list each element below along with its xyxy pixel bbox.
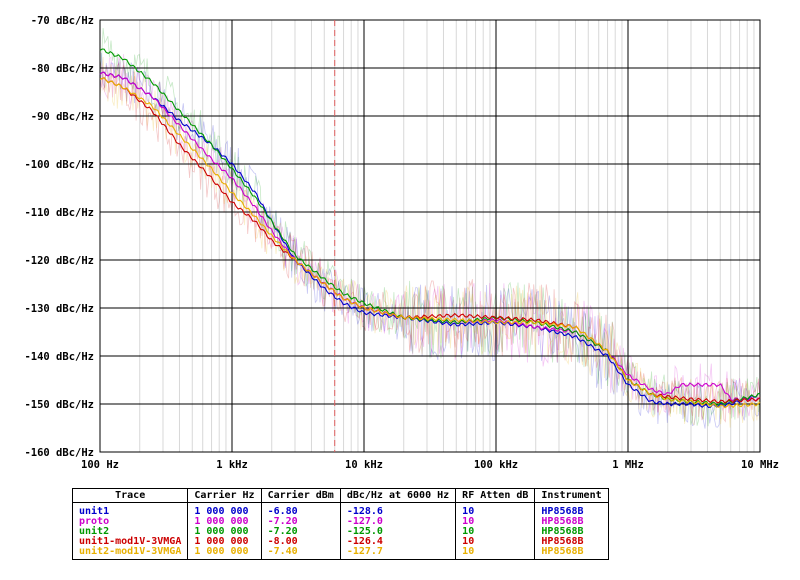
raw-trace [99, 56, 761, 428]
phase-noise-chart: 100 Hz 1 kHz 10 kHz 100 kHz 1 MHz 10 MHz -70 … [24, 15, 779, 471]
y-tick-label: -70 dBc/Hz [31, 15, 94, 27]
x-tick-labels: 100 Hz 1 kHz 10 kHz 100 kHz 1 MHz 10 MHz [81, 459, 779, 471]
major-grid [99, 19, 761, 453]
table-cell: 1 000 000 [187, 527, 262, 537]
y-tick-label: -90 dBc/Hz [31, 111, 94, 123]
table-cell: HP8568B [534, 527, 609, 537]
table-header-cell: RF Atten dB [455, 488, 536, 503]
table-cell: -127.0 [339, 517, 457, 527]
table-cell: 1 000 000 [187, 547, 262, 560]
series-line-unit2-mod1V-3VMGA [99, 76, 761, 409]
raw-trace [99, 27, 761, 427]
table-cell: proto [71, 517, 189, 527]
table-cell: HP8568B [534, 517, 609, 527]
table-row: unit1 1 000 000 -6.80 -128.6 10 HP8568B [71, 502, 609, 517]
table-cell: -127.7 [339, 547, 457, 560]
table-cell: -7.40 [260, 547, 341, 560]
y-tick-label: -160 dBc/Hz [24, 447, 94, 459]
table-cell: unit2-mod1V-3VMGA [71, 547, 189, 560]
y-tick-label: -110 dBc/Hz [24, 207, 94, 219]
series-lines [99, 48, 761, 409]
table-cell: HP8568B [534, 537, 609, 547]
x-tick-label: 10 MHz [741, 459, 779, 471]
table-header-cell: Carrier Hz [187, 488, 262, 503]
y-tick-label: -130 dBc/Hz [24, 303, 94, 315]
raw-trace [99, 54, 761, 418]
table-cell: -6.80 [260, 502, 341, 517]
table-header-row: Trace Carrier Hz Carrier dBm dBc/Hz at 6000… [71, 488, 609, 503]
table-cell: 10 [455, 502, 536, 517]
table-cell: -128.6 [339, 502, 457, 517]
table-row: unit2 1 000 000 -7.20 -125.0 10 HP8568B [71, 527, 609, 537]
x-tick-label: 10 kHz [345, 459, 383, 471]
x-tick-label: 1 kHz [216, 459, 248, 471]
table-cell: -125.0 [339, 527, 457, 537]
y-tick-label: -80 dBc/Hz [31, 63, 94, 75]
table-row: unit2-mod1V-3VMGA 1 000 000 -7.40 -127.7 10 H… [71, 547, 609, 560]
table-header-cell: dBc/Hz at 6000 Hz [339, 488, 457, 503]
x-tick-label: 100 Hz [81, 459, 119, 471]
y-tick-label: -140 dBc/Hz [24, 351, 94, 363]
table-cell: unit1-mod1V-3VMGA [71, 537, 189, 547]
table-cell: unit2 [71, 527, 189, 537]
table-row: proto 1 000 000 -7.20 -127.0 10 HP8568B [71, 517, 609, 527]
table-cell: 10 [455, 547, 536, 560]
y-tick-labels: -70 dBc/Hz -80 dBc/Hz -90 dBc/Hz -100 dBc/H… [24, 15, 94, 459]
trace-info-table: Trace Carrier Hz Carrier dBm dBc/Hz at 6000… [71, 488, 609, 560]
table-row: unit1-mod1V-3VMGA 1 000 000 -8.00 -126.4 10 H… [71, 537, 609, 547]
table-cell: 1 000 000 [187, 502, 262, 517]
table-cell: 1 000 000 [187, 517, 262, 527]
plot-area [100, 20, 760, 452]
y-tick-label: -150 dBc/Hz [24, 399, 94, 411]
y-tick-label: -120 dBc/Hz [24, 255, 94, 267]
table-header-cell: Instrument [534, 488, 609, 503]
table-cell: HP8568B [534, 502, 609, 517]
x-tick-label: 1 MHz [612, 459, 644, 471]
table-cell: -126.4 [339, 537, 457, 547]
table-header-cell: Carrier dBm [260, 488, 341, 503]
table-body: unit1 1 000 000 -6.80 -128.6 10 HP8568B proto 1… [71, 502, 609, 560]
plot-frame [99, 19, 761, 453]
x-tick-label: 100 kHz [474, 459, 518, 471]
table-cell: 1 000 000 [187, 537, 262, 547]
table-cell: unit1 [71, 502, 189, 517]
y-tick-label: -100 dBc/Hz [24, 159, 94, 171]
table-cell: HP8568B [534, 547, 609, 560]
table-header-cell: Trace [71, 488, 189, 503]
